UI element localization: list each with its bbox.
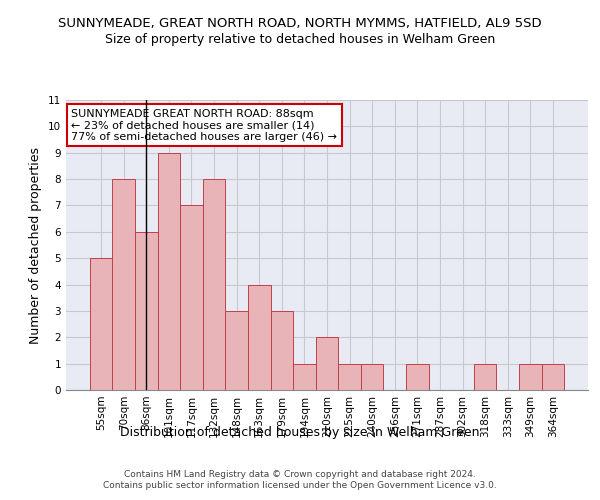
Bar	[474, 364, 496, 390]
Bar	[248, 284, 271, 390]
Bar	[158, 152, 180, 390]
Bar	[316, 338, 338, 390]
Bar	[203, 179, 226, 390]
Bar	[180, 206, 203, 390]
Text: Contains HM Land Registry data © Crown copyright and database right 2024.
Contai: Contains HM Land Registry data © Crown c…	[103, 470, 497, 490]
Bar	[406, 364, 428, 390]
Bar	[271, 311, 293, 390]
Text: Distribution of detached houses by size in Welham Green: Distribution of detached houses by size …	[120, 426, 480, 439]
Text: SUNNYMEADE, GREAT NORTH ROAD, NORTH MYMMS, HATFIELD, AL9 5SD: SUNNYMEADE, GREAT NORTH ROAD, NORTH MYMM…	[58, 18, 542, 30]
Bar	[293, 364, 316, 390]
Text: SUNNYMEADE GREAT NORTH ROAD: 88sqm
← 23% of detached houses are smaller (14)
77%: SUNNYMEADE GREAT NORTH ROAD: 88sqm ← 23%…	[71, 108, 337, 142]
Bar	[112, 179, 135, 390]
Bar	[90, 258, 112, 390]
Bar	[338, 364, 361, 390]
Y-axis label: Number of detached properties: Number of detached properties	[29, 146, 43, 344]
Text: Size of property relative to detached houses in Welham Green: Size of property relative to detached ho…	[105, 32, 495, 46]
Bar	[519, 364, 542, 390]
Bar	[135, 232, 158, 390]
Bar	[361, 364, 383, 390]
Bar	[542, 364, 564, 390]
Bar	[226, 311, 248, 390]
